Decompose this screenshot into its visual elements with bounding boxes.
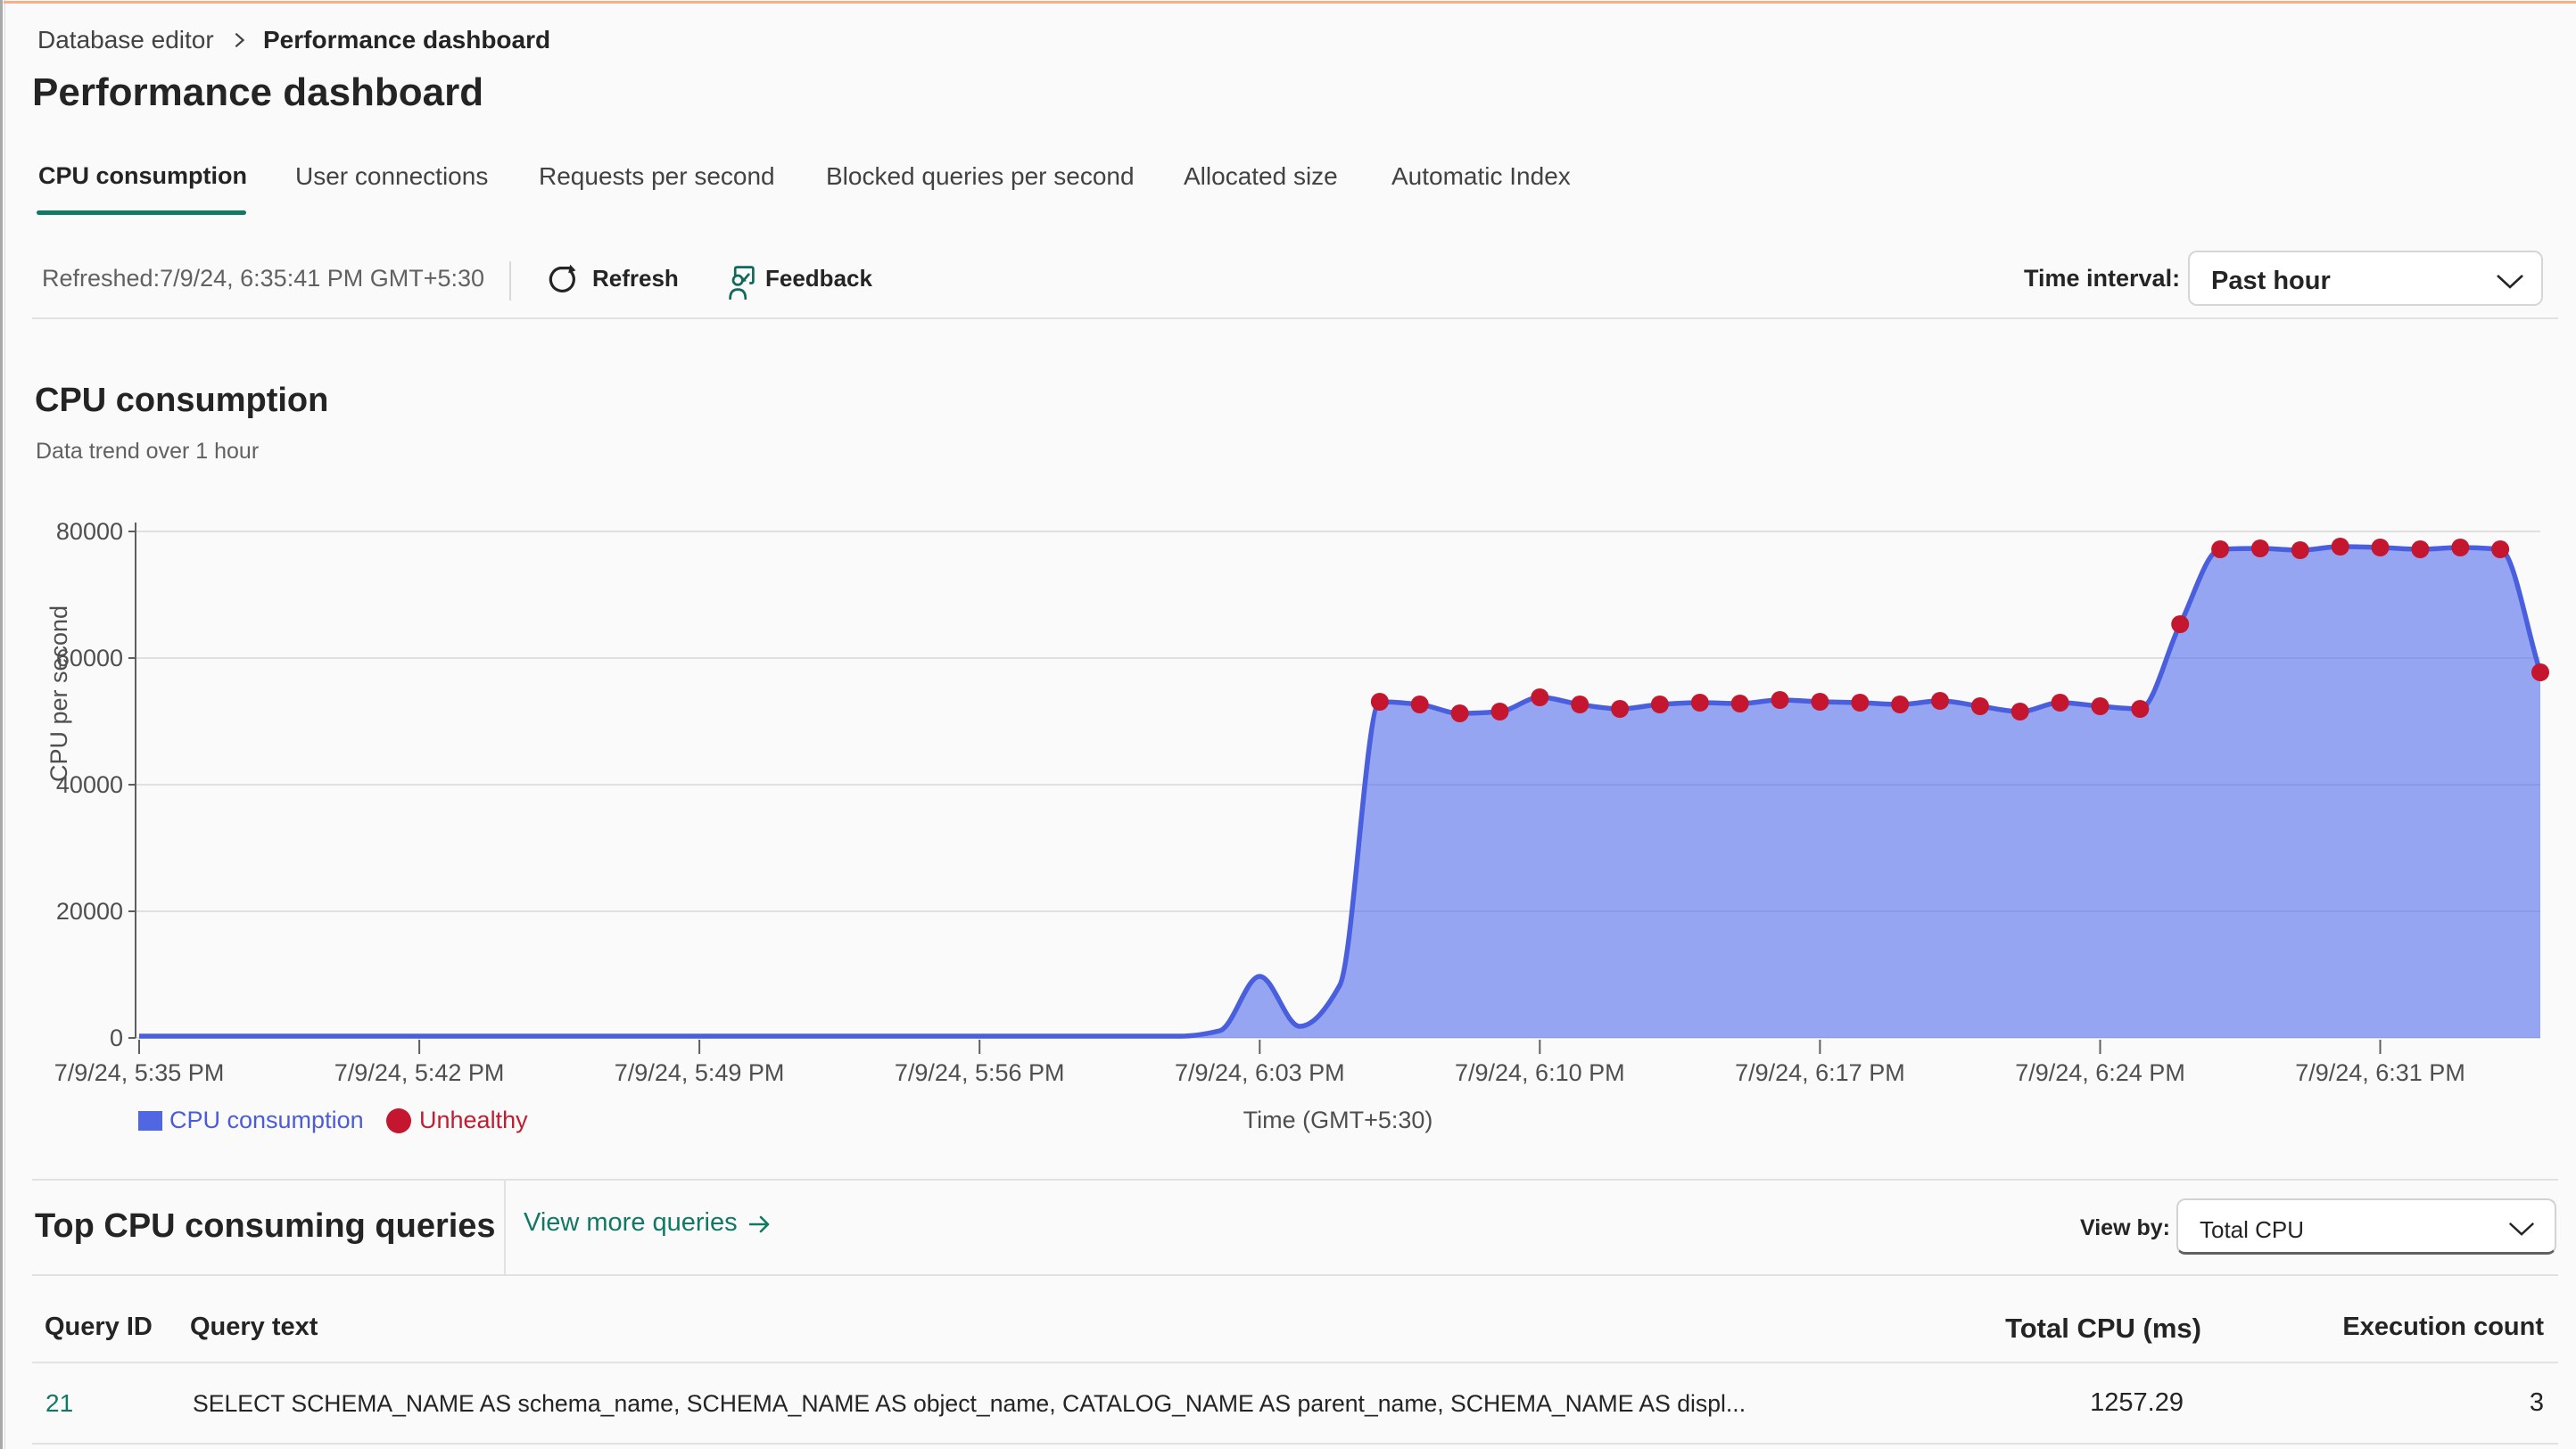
- svg-text:7/9/24, 5:35 PM: 7/9/24, 5:35 PM: [54, 1059, 225, 1086]
- svg-text:40000: 40000: [56, 771, 123, 798]
- svg-text:7/9/24, 5:42 PM: 7/9/24, 5:42 PM: [334, 1059, 505, 1086]
- svg-text:80000: 80000: [56, 518, 123, 545]
- svg-text:60000: 60000: [56, 645, 123, 671]
- svg-text:7/9/24, 5:56 PM: 7/9/24, 5:56 PM: [895, 1059, 1065, 1086]
- svg-text:0: 0: [110, 1025, 123, 1051]
- svg-text:7/9/24, 6:03 PM: 7/9/24, 6:03 PM: [1175, 1059, 1345, 1086]
- svg-text:CPU per second: CPU per second: [45, 605, 72, 782]
- svg-text:7/9/24, 6:24 PM: 7/9/24, 6:24 PM: [2015, 1059, 2185, 1086]
- svg-text:20000: 20000: [56, 898, 123, 925]
- svg-text:7/9/24, 6:31 PM: 7/9/24, 6:31 PM: [2295, 1059, 2465, 1086]
- svg-text:7/9/24, 5:49 PM: 7/9/24, 5:49 PM: [615, 1059, 785, 1086]
- svg-text:CPU consumption: CPU consumption: [169, 1107, 364, 1133]
- svg-text:Unhealthy: Unhealthy: [419, 1107, 528, 1133]
- svg-text:7/9/24, 6:17 PM: 7/9/24, 6:17 PM: [1735, 1059, 1905, 1086]
- svg-text:Time (GMT+5:30): Time (GMT+5:30): [1243, 1107, 1433, 1133]
- svg-text:7/9/24, 6:10 PM: 7/9/24, 6:10 PM: [1455, 1059, 1625, 1086]
